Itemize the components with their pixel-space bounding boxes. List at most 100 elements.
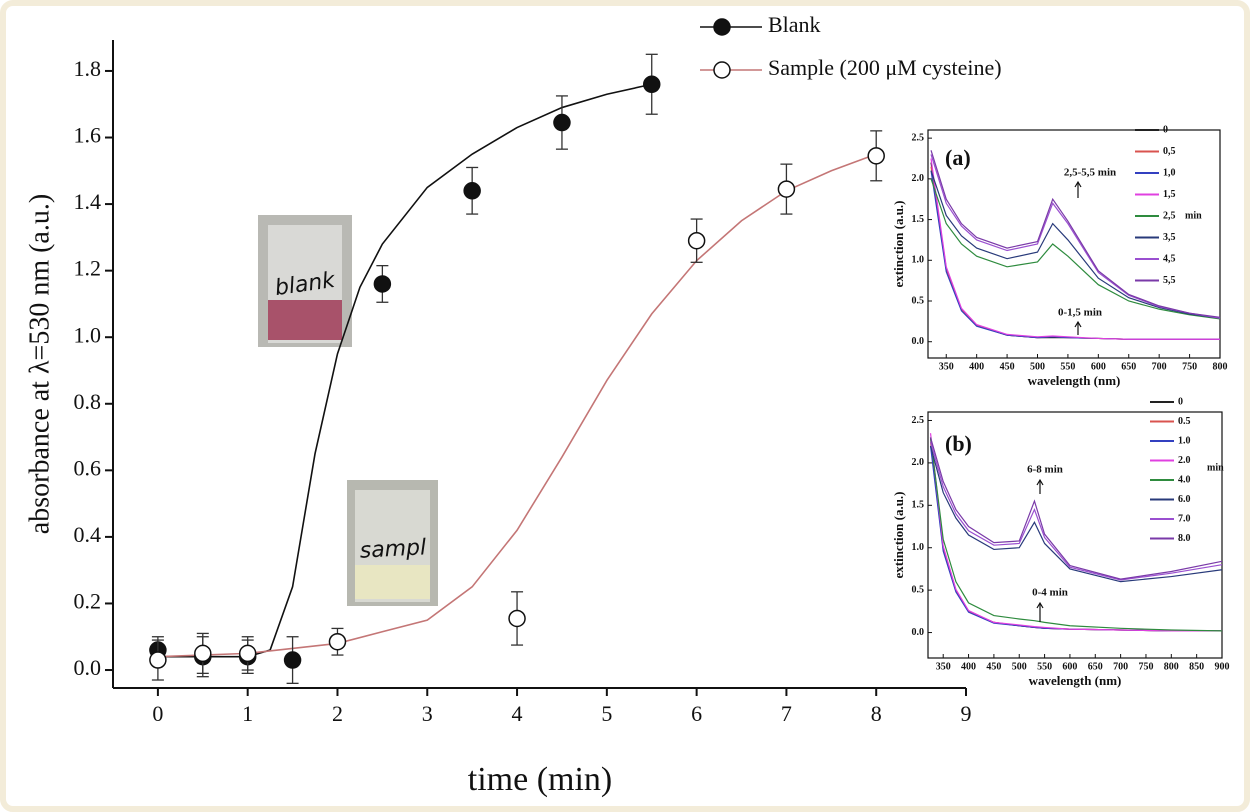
x-tick-label: 700 bbox=[1152, 361, 1167, 372]
x-axis-label: wavelength (nm) bbox=[1029, 673, 1122, 688]
y-axis-label: extinction (a.u.) bbox=[891, 200, 906, 287]
legend-label: 6.0 bbox=[1178, 494, 1191, 505]
marker bbox=[194, 644, 212, 663]
marker bbox=[777, 180, 796, 198]
x-tick-label: 450 bbox=[1000, 361, 1015, 372]
spectrum-line bbox=[929, 433, 1222, 632]
fit-curve bbox=[157, 83, 652, 658]
y-tick-label: 0.5 bbox=[912, 295, 925, 306]
legend-label: 3,5 bbox=[1163, 232, 1176, 243]
x-tick-label: 400 bbox=[969, 361, 984, 372]
legend-label: 8.0 bbox=[1178, 533, 1191, 544]
x-tick-label: 9 bbox=[961, 701, 972, 726]
x-tick-label: 800 bbox=[1164, 661, 1179, 672]
annotation: 0-4 min bbox=[1032, 587, 1068, 599]
marker bbox=[463, 182, 481, 200]
y-tick-label: 0.0 bbox=[912, 627, 925, 638]
plot-frame bbox=[927, 129, 1221, 359]
spectrum-line bbox=[930, 154, 1221, 319]
x-tick-label: 700 bbox=[1113, 661, 1128, 672]
legend-label: 5,5 bbox=[1163, 275, 1176, 286]
legend-unit: min bbox=[1207, 462, 1224, 473]
x-tick-label: 500 bbox=[1030, 361, 1045, 372]
photo-liquid bbox=[268, 300, 342, 340]
y-tick-label: 1.5 bbox=[912, 500, 925, 511]
x-tick-label: 3 bbox=[422, 701, 433, 726]
y-tick-label: 1.0 bbox=[912, 542, 925, 553]
marker bbox=[283, 651, 302, 669]
fit-curve bbox=[157, 153, 877, 658]
x-tick-label: 900 bbox=[1215, 661, 1230, 672]
x-tick-label: 8 bbox=[871, 701, 882, 726]
legend-label: 2,5 bbox=[1163, 210, 1176, 221]
marker bbox=[867, 147, 885, 165]
legend-label: 2.0 bbox=[1178, 455, 1191, 466]
spectrum-line bbox=[930, 178, 1221, 320]
x-tick-label: 350 bbox=[936, 661, 951, 672]
legend-unit: min bbox=[1185, 210, 1202, 221]
marker bbox=[687, 231, 706, 250]
annotation: 6-8 min bbox=[1027, 464, 1063, 476]
y-tick-label: 1.0 bbox=[74, 322, 102, 347]
legend-label: 1,5 bbox=[1163, 189, 1176, 200]
x-tick-label: 5 bbox=[601, 701, 612, 726]
x-tick-label: 0 bbox=[152, 701, 163, 726]
y-tick-label: 1.8 bbox=[74, 56, 102, 81]
legend-label: 0.5 bbox=[1178, 416, 1191, 427]
x-tick-label: 600 bbox=[1062, 661, 1077, 672]
legend-label: 7.0 bbox=[1178, 513, 1191, 524]
y-tick-label: 1.6 bbox=[74, 123, 102, 148]
y-tick-label: 2.5 bbox=[912, 132, 925, 143]
y-tick-label: 2.5 bbox=[912, 415, 925, 426]
legend-label: Blank bbox=[768, 12, 821, 37]
y-tick-label: 2.0 bbox=[912, 457, 925, 468]
x-tick-label: 550 bbox=[1037, 661, 1052, 672]
marker bbox=[238, 644, 257, 663]
arrow-head bbox=[1074, 320, 1082, 328]
x-tick-label: 650 bbox=[1121, 361, 1136, 372]
marker bbox=[508, 609, 526, 628]
legend-label: 4,5 bbox=[1163, 253, 1176, 264]
annotation: (b) bbox=[945, 431, 972, 456]
spectrum-line bbox=[929, 445, 1223, 583]
x-tick-label: 750 bbox=[1138, 661, 1153, 672]
legend-label: 1.0 bbox=[1178, 435, 1191, 446]
marker bbox=[328, 632, 347, 651]
y-tick-label: 1.2 bbox=[74, 256, 102, 281]
y-tick-label: 1.4 bbox=[74, 189, 102, 214]
annotation: 2,5-5,5 min bbox=[1064, 167, 1116, 179]
arrow-head bbox=[1074, 180, 1082, 188]
spectrum-line bbox=[929, 441, 1223, 581]
spectrum-line bbox=[930, 170, 1221, 319]
x-tick-label: 350 bbox=[939, 361, 954, 372]
x-tick-label: 400 bbox=[961, 661, 976, 672]
spectrum-line bbox=[930, 150, 1221, 318]
legend-label: 4.0 bbox=[1178, 474, 1191, 485]
x-tick-label: 7 bbox=[781, 701, 792, 726]
x-tick-label: 1 bbox=[242, 701, 253, 726]
spectrum-line bbox=[929, 437, 1223, 632]
legend-marker bbox=[713, 61, 731, 79]
legend-marker bbox=[713, 18, 731, 36]
legend-label: Sample (200 μM cysteine) bbox=[768, 55, 1002, 80]
x-tick-label: 450 bbox=[986, 661, 1001, 672]
x-tick-label: 750 bbox=[1182, 361, 1197, 372]
y-axis-label: extinction (a.u.) bbox=[891, 491, 906, 578]
x-tick-label: 650 bbox=[1088, 661, 1103, 672]
legend-label: 0 bbox=[1163, 124, 1168, 135]
plot-frame bbox=[927, 411, 1223, 659]
y-tick-label: 1.0 bbox=[912, 255, 925, 266]
marker bbox=[149, 651, 167, 669]
y-tick-label: 0.0 bbox=[74, 655, 102, 680]
y-axis-label: absorbance at λ=530 nm (a.u.) bbox=[24, 194, 55, 534]
arrow-head bbox=[1036, 601, 1044, 609]
marker bbox=[642, 75, 661, 94]
arrow-head bbox=[1036, 478, 1044, 486]
annotation: 0-1,5 min bbox=[1058, 307, 1102, 319]
x-tick-label: 550 bbox=[1060, 361, 1075, 372]
y-tick-label: 0.4 bbox=[74, 522, 102, 547]
legend-label: 0,5 bbox=[1163, 146, 1176, 157]
x-tick-label: 2 bbox=[332, 701, 343, 726]
y-tick-label: 0.5 bbox=[912, 584, 925, 595]
